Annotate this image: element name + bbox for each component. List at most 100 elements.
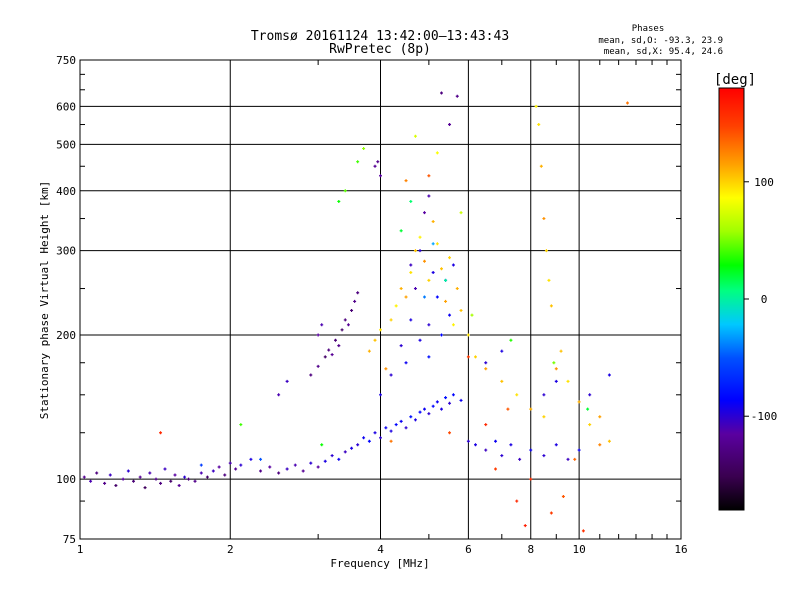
data-point	[159, 481, 163, 485]
data-point	[132, 479, 136, 483]
data-point	[470, 313, 474, 317]
data-point	[559, 349, 563, 353]
data-point	[448, 256, 452, 260]
data-point	[515, 499, 519, 503]
data-point	[523, 524, 527, 528]
data-point	[448, 401, 452, 405]
data-point	[223, 473, 227, 477]
data-point	[577, 400, 581, 404]
data-point	[389, 373, 393, 377]
data-point	[500, 349, 504, 353]
data-point	[573, 457, 577, 461]
data-point	[337, 199, 341, 203]
data-point	[353, 299, 357, 303]
x-tick-label: 8	[527, 543, 534, 556]
data-point	[554, 367, 558, 371]
data-point	[301, 469, 305, 473]
data-point	[379, 393, 382, 397]
data-point	[404, 361, 408, 365]
y-tick-label: 400	[56, 185, 76, 198]
data-point	[413, 134, 417, 138]
data-point	[211, 469, 215, 473]
data-point	[138, 475, 142, 479]
data-point	[356, 443, 360, 447]
data-point	[539, 164, 543, 168]
data-point	[163, 467, 167, 471]
data-point	[418, 249, 422, 253]
stats-heading: Phases	[632, 24, 665, 34]
data-point	[459, 398, 463, 402]
data-point	[228, 461, 232, 465]
data-point	[529, 407, 533, 411]
data-point	[239, 463, 243, 467]
colorbar-label: [deg]	[714, 72, 756, 88]
data-point	[455, 94, 459, 98]
data-point	[95, 471, 99, 475]
data-point	[547, 278, 551, 282]
data-point	[435, 295, 439, 299]
data-point	[249, 457, 253, 461]
data-point	[337, 457, 341, 461]
data-point	[108, 473, 112, 477]
data-point	[529, 477, 533, 481]
chart-title: Tromsø 20161124 13:42:00–13:43:43	[251, 29, 509, 44]
data-point	[577, 448, 581, 452]
data-point	[379, 436, 382, 440]
data-point	[440, 267, 443, 271]
data-point	[379, 328, 382, 332]
data-point	[343, 189, 347, 193]
y-tick-label: 100	[56, 473, 76, 486]
y-axis: 75 100 200 300 400 500 600 750	[56, 54, 681, 546]
data-point	[484, 448, 488, 452]
data-point	[554, 379, 558, 383]
data-point	[373, 164, 377, 168]
y-axis-label: Stationary phase Virtual Height [km]	[38, 181, 51, 419]
data-point	[566, 379, 570, 383]
data-point	[542, 217, 546, 221]
data-point	[333, 338, 337, 342]
data-point	[143, 486, 147, 490]
data-point	[384, 426, 388, 430]
data-point	[440, 91, 443, 95]
data-point	[566, 457, 570, 461]
data-point	[431, 404, 435, 408]
data-points	[82, 91, 629, 533]
data-point	[427, 412, 431, 416]
data-point	[343, 450, 347, 454]
data-point	[431, 242, 435, 246]
data-point	[494, 439, 498, 443]
y-tick-label: 75	[63, 533, 76, 546]
data-point	[114, 483, 118, 487]
data-point	[362, 147, 366, 151]
data-point	[427, 174, 431, 178]
colorbar-tick-label: -100	[751, 410, 778, 423]
data-point	[549, 511, 553, 515]
data-point	[384, 367, 388, 371]
data-point	[389, 439, 393, 443]
data-point	[494, 467, 498, 471]
y-tick-label: 500	[56, 138, 76, 151]
stats-line-o: mean, sd,O: -93.3, 23.9	[598, 36, 723, 46]
data-point	[455, 287, 459, 291]
data-point	[459, 211, 463, 215]
data-point	[340, 328, 344, 332]
data-point	[413, 287, 417, 291]
data-point	[193, 479, 197, 483]
y-tick-label: 600	[56, 100, 76, 113]
data-point	[234, 467, 238, 471]
data-point	[183, 475, 187, 479]
data-point	[427, 355, 431, 359]
data-point	[422, 407, 426, 411]
colorbar: [deg] 100 0 -100	[714, 72, 778, 511]
data-point	[549, 304, 553, 308]
x-axis-label: Frequency [MHz]	[330, 557, 429, 570]
data-point	[259, 469, 263, 473]
data-point	[440, 333, 443, 337]
data-point	[268, 465, 272, 469]
data-point	[379, 174, 382, 178]
x-tick-label: 6	[465, 543, 472, 556]
data-point	[500, 379, 504, 383]
colorbar-tick-label: 0	[761, 293, 768, 306]
data-point	[484, 361, 488, 365]
data-point	[277, 393, 281, 397]
